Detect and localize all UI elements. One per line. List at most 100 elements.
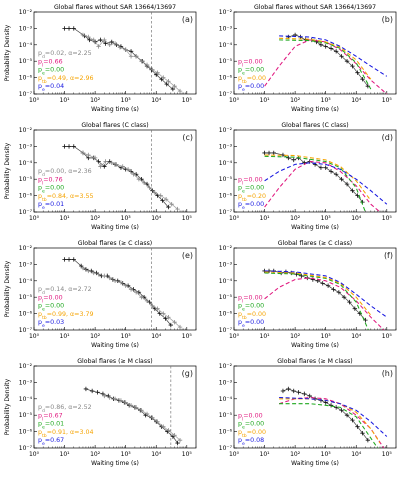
data-point xyxy=(83,386,89,392)
y-tick-label: 10⁻⁵ xyxy=(19,294,33,301)
fit-annotation: pe=0.00 xyxy=(238,303,264,313)
fit-annotation: pe=0.00 xyxy=(38,67,64,77)
fit-annotation: pe=0.00 xyxy=(38,185,64,195)
y-tick-label: 10⁻² xyxy=(219,245,233,252)
x-axis-label: Waiting time (s) xyxy=(91,342,139,349)
data-point xyxy=(118,280,124,285)
x-tick-label: 10² xyxy=(90,215,101,222)
data-step-data xyxy=(288,34,369,87)
y-tick-label: 10⁻⁶ xyxy=(19,429,33,436)
fit-line-orange xyxy=(279,37,372,80)
x-tick-label: 10¹ xyxy=(260,97,271,104)
y-tick-label: 10⁻⁴ xyxy=(219,396,233,403)
data-point xyxy=(128,169,134,174)
x-tick-label: 10⁵ xyxy=(382,333,393,340)
fit-annotation: pe=0.08 xyxy=(238,437,264,447)
panel-title: Global flares (C class) xyxy=(81,122,148,129)
y-axis-label: Probability Density xyxy=(4,24,11,81)
fit-annotation: ptb=0.20 xyxy=(238,193,266,203)
x-tick-label: 10⁰ xyxy=(229,333,240,340)
data-point xyxy=(62,257,67,262)
plot-frame xyxy=(233,247,397,331)
data-point xyxy=(147,185,152,190)
data-point xyxy=(307,393,312,399)
data-point xyxy=(328,169,334,174)
fit-annotation: pe=0.00 xyxy=(238,421,264,431)
data-point xyxy=(141,180,147,186)
plot-frame xyxy=(33,11,197,95)
data-point xyxy=(169,201,174,207)
data-point xyxy=(328,403,334,408)
y-tick-label: 10⁻³ xyxy=(219,143,233,150)
data-point xyxy=(91,37,96,43)
x-axis-label: Waiting time (s) xyxy=(291,342,339,349)
panel-f: Global flares (≥ C class) (f) 10⁰ 10¹ 10² 10³… xyxy=(219,240,397,349)
fit-annotation: pd=0.00, α=2.36 xyxy=(38,168,92,178)
fit-annotation: ptb=0.84, α=3.55 xyxy=(38,193,93,203)
data-point xyxy=(323,44,328,49)
x-tick-label: 10⁰ xyxy=(29,97,40,104)
y-tick-label: 10⁻⁷ xyxy=(219,445,233,452)
y-tick-label: 10⁻⁷ xyxy=(219,91,233,98)
x-tick-label: 10⁰ xyxy=(229,451,240,458)
panel-label: (d) xyxy=(382,133,393,142)
y-tick-label: 10⁻⁶ xyxy=(19,311,33,318)
y-tick-label: 10⁻² xyxy=(19,127,33,134)
data-point xyxy=(133,290,139,295)
x-tick-label: 10⁴ xyxy=(351,451,362,458)
fit-annotation: pl=0.66 xyxy=(38,58,63,68)
data-point xyxy=(62,144,67,149)
y-tick-label: 10⁻² xyxy=(219,363,233,370)
y-tick-label: 10⁻⁷ xyxy=(219,209,233,216)
data-point xyxy=(350,188,355,193)
data-point xyxy=(164,81,169,87)
data-point xyxy=(118,398,124,403)
panel-title: Global flares (≥ C class) xyxy=(78,240,152,247)
data-point xyxy=(107,275,112,281)
data-point xyxy=(331,287,336,292)
fit-line-pink xyxy=(264,39,388,95)
data-point xyxy=(175,440,180,446)
data-point xyxy=(107,395,112,400)
plot-frame xyxy=(233,129,397,213)
y-axis-label: Probability Density xyxy=(4,378,11,435)
x-tick-label: 10³ xyxy=(121,215,132,222)
data-point xyxy=(92,155,98,161)
fit-annotation: ptb=0.91, α=3.04 xyxy=(38,429,93,439)
fit-annotation: pe=0.01 xyxy=(38,421,64,431)
data-point xyxy=(318,165,324,170)
x-tick-label: 10⁵ xyxy=(182,333,193,340)
data-point xyxy=(172,83,177,89)
fit-annotation: pl=0.67 xyxy=(38,412,63,422)
y-tick-label: 10⁻⁷ xyxy=(219,327,233,334)
data-point xyxy=(166,428,171,433)
data-point xyxy=(102,37,107,43)
fit-annotation: pd=0.02, α=2.25 xyxy=(38,50,92,60)
x-tick-label: 10³ xyxy=(321,97,332,104)
data-point xyxy=(80,265,86,271)
panel-label: (h) xyxy=(382,369,393,378)
fit-line-pink xyxy=(264,160,381,213)
y-tick-label: 10⁻⁶ xyxy=(19,75,33,82)
y-tick-label: 10⁻⁵ xyxy=(219,412,233,419)
data-point xyxy=(365,437,371,443)
x-tick-label: 10¹ xyxy=(60,97,71,104)
data-point xyxy=(168,322,174,328)
fit-line-green xyxy=(264,155,366,213)
data-point xyxy=(344,59,350,64)
data-point xyxy=(66,26,72,31)
x-tick-label: 10² xyxy=(290,215,301,222)
x-tick-label: 10³ xyxy=(121,451,132,458)
data-point xyxy=(344,181,350,187)
data-point xyxy=(62,26,67,31)
data-point xyxy=(150,415,155,420)
data-point xyxy=(66,144,72,149)
data-point xyxy=(109,39,114,45)
x-tick-label: 10⁵ xyxy=(382,451,393,458)
y-tick-label: 10⁻³ xyxy=(19,379,33,386)
data-point xyxy=(158,193,163,198)
data-point xyxy=(161,311,166,316)
fit-annotation: pl=0.00 xyxy=(238,412,263,422)
data-point xyxy=(66,257,72,262)
y-tick-label: 10⁻³ xyxy=(219,25,233,32)
